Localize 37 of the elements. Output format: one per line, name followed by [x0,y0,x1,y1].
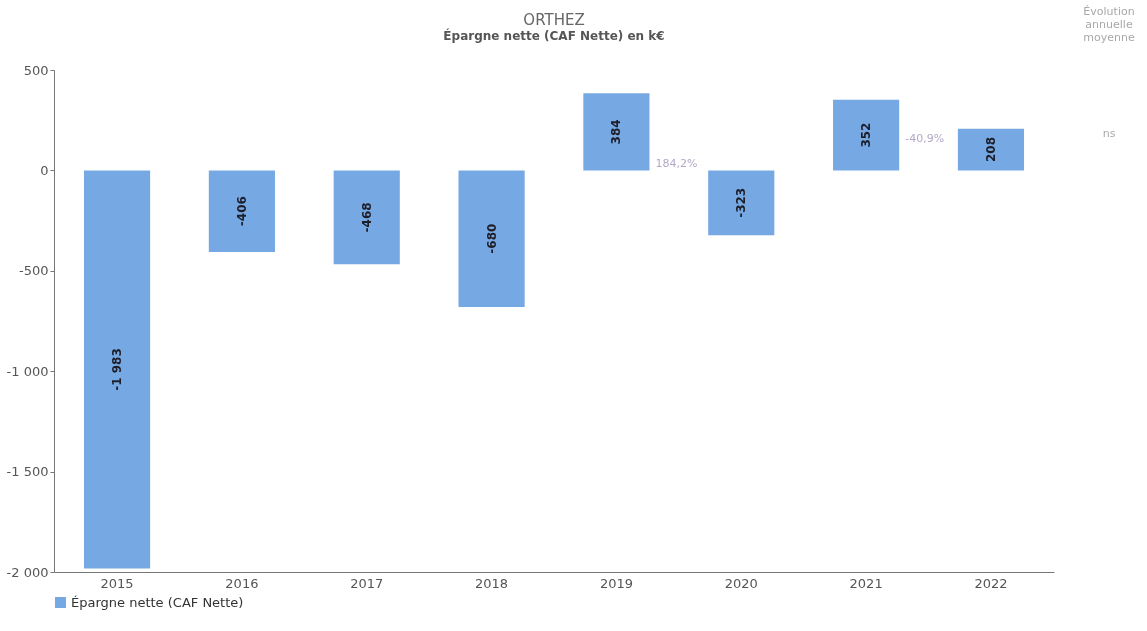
chart-subtitle: Épargne nette (CAF Nette) en k€ [443,28,665,43]
bar [333,170,400,265]
x-tick-label: 2018 [475,575,509,591]
bar [208,170,275,252]
data-label: 384 [609,119,624,145]
bar [83,170,151,569]
text: Évolution annuelle moyenne [1083,5,1135,44]
bar [957,128,1025,171]
y-tick-label: 0 [40,162,49,178]
text: ns [1102,127,1116,140]
data-label: -323 [734,187,749,218]
y-tick-label: -500 [18,263,49,279]
x-tick-label: 2016 [225,575,259,591]
y-tick-label: 500 [23,62,49,78]
y-tick-label: -1 000 [6,363,49,379]
bar [458,170,525,307]
legend-label: Épargne nette (CAF Nette) [71,594,244,610]
y-tick-label: -2 000 [6,564,49,580]
x-tick-label: 2015 [100,575,134,591]
data-label: -680 [484,223,499,254]
chart-title: ORTHEZ [523,11,585,29]
data-label: 352 [859,122,874,148]
y-tick-label: -1 500 [6,464,49,480]
data-label: -468 [359,202,374,233]
bar [583,93,650,171]
x-tick-label: 2020 [724,575,758,591]
bar [833,99,900,171]
x-tick-label: 2021 [849,575,883,591]
bar [708,170,775,236]
x-tick-label: 2022 [974,575,1008,591]
data-label: 208 [983,136,998,163]
data-label: -1 983 [110,348,125,391]
annotation: 184,2% [655,156,698,170]
x-tick-label: 2019 [599,575,633,591]
data-label: -406 [234,196,249,227]
annotation: -40,9% [905,132,945,146]
x-tick-label: 2017 [350,575,384,591]
